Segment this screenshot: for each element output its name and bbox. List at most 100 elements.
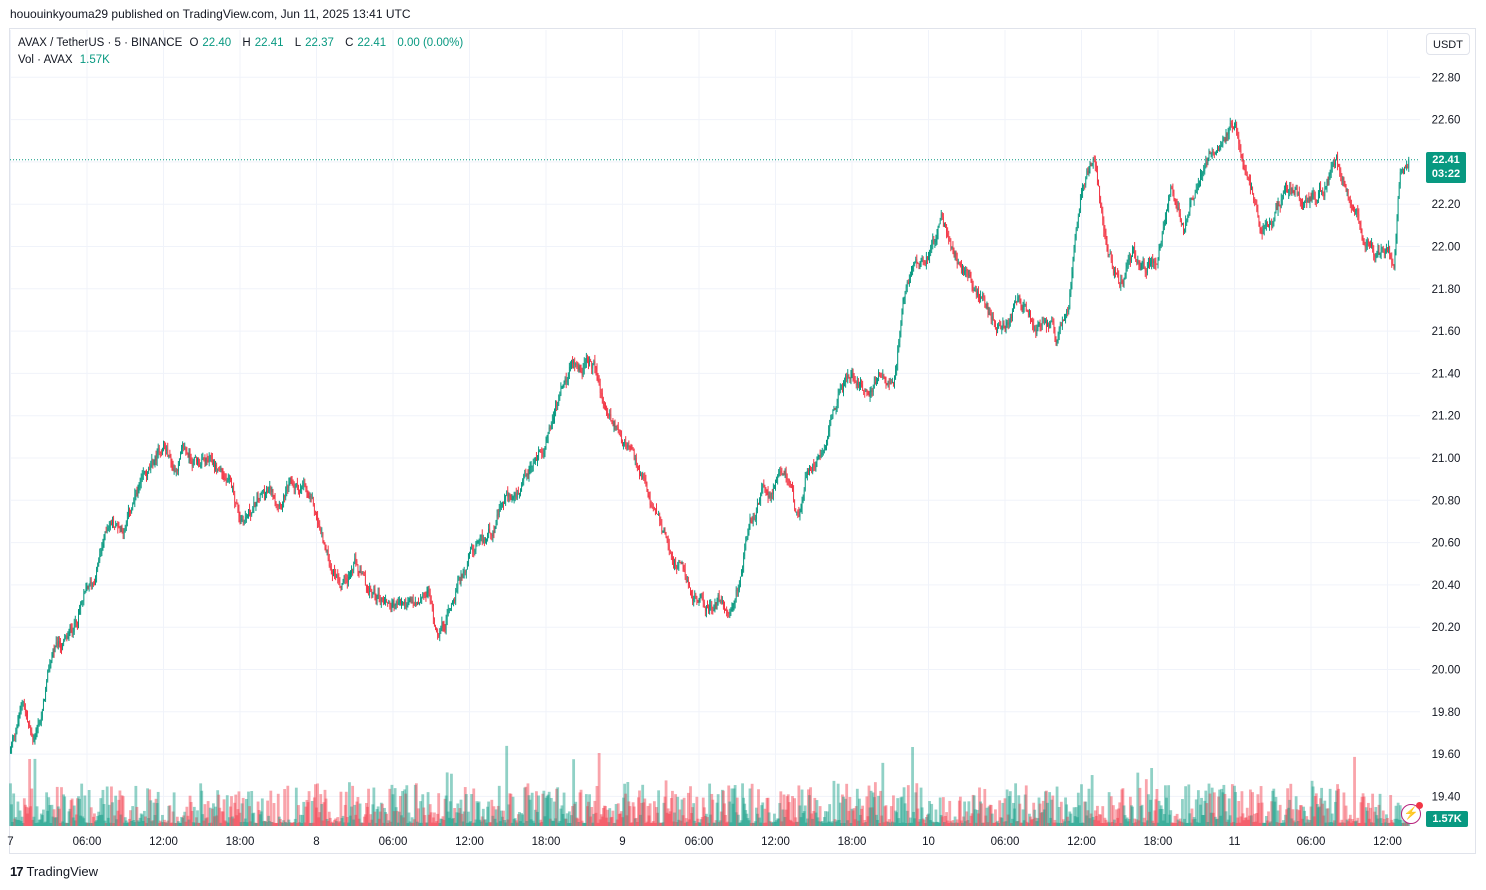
volume-bar (954, 822, 958, 826)
candle-body (1381, 247, 1383, 249)
volume-bar (206, 801, 210, 826)
volume-bar (506, 819, 510, 826)
candle-body (879, 372, 880, 376)
candle-body (1172, 189, 1174, 194)
volume-bar (492, 806, 496, 826)
high-label: H (242, 37, 251, 49)
candle-body (363, 575, 365, 576)
volume-bar (1092, 819, 1096, 826)
candle-body (73, 623, 75, 632)
tradingview-logo[interactable]: 17 TradingView (10, 864, 98, 879)
candle-body (1181, 219, 1182, 224)
volume-bar (542, 790, 546, 826)
volume-bar (1056, 822, 1060, 826)
candle-body (129, 509, 130, 512)
candle-body (757, 503, 758, 512)
candle-body (792, 484, 793, 492)
volume-bar (727, 785, 731, 826)
volume-bar (575, 817, 579, 826)
candle-body (21, 702, 23, 705)
volume-bar (981, 822, 985, 826)
volume-bar (1166, 822, 1169, 826)
volume-bar (196, 810, 199, 826)
candle-body (1359, 222, 1361, 225)
volume-bar (1317, 807, 1320, 826)
candle-body (897, 351, 899, 365)
candle-body (632, 449, 634, 451)
candle-body (974, 289, 976, 291)
volume-bar (259, 811, 263, 826)
volume-label[interactable]: Vol · AVAX (18, 54, 73, 66)
volume-bar (266, 800, 270, 826)
x-tick-label: 18:00 (532, 836, 561, 848)
volume-bar (995, 822, 998, 826)
candle-body (1177, 207, 1179, 211)
candle-body (332, 571, 333, 576)
candle-body (333, 571, 334, 576)
candle-body (438, 634, 440, 637)
lightning-icon[interactable]: ⚡ (1401, 802, 1423, 824)
ohlc-row: AVAX / TetherUS · 5 · BINANCE O 22.40 H 22… (18, 35, 467, 52)
volume-bar (502, 810, 505, 826)
volume-bar (624, 793, 628, 826)
volume-bar (1239, 816, 1243, 826)
candle-body (480, 535, 482, 538)
volume-bar (524, 786, 528, 826)
y-tick-label: 20.00 (1432, 665, 1461, 677)
candle-body (1262, 229, 1264, 234)
volume-bar (796, 821, 800, 826)
volume-bar (790, 820, 793, 826)
candle-body (456, 588, 458, 592)
candle-body (552, 420, 553, 424)
volume-bar (1128, 796, 1132, 826)
candle-body (902, 301, 904, 314)
candle-body (799, 512, 801, 517)
candle-body (1026, 311, 1028, 313)
candle-body (639, 469, 640, 477)
candle-body (481, 535, 483, 542)
candle-body (38, 723, 40, 725)
candle-body (292, 483, 294, 486)
candle-body (877, 378, 878, 383)
volume-bar (533, 809, 537, 826)
volume-bar (1329, 822, 1333, 826)
volume-bar (218, 807, 222, 826)
candle-body (343, 575, 345, 583)
volume-bar (114, 795, 118, 826)
candle-body (611, 420, 613, 425)
volume-bar (426, 792, 430, 826)
x-tick-label: 18:00 (226, 836, 255, 848)
candle-body (830, 418, 832, 426)
volume-bar (1216, 818, 1219, 826)
candle-body (372, 592, 374, 594)
candle-body (1191, 198, 1193, 200)
candle-body (22, 701, 24, 703)
candle-body (1138, 261, 1140, 267)
volume-bar (705, 813, 708, 826)
currency-button[interactable]: USDT (1426, 33, 1470, 55)
candle-body (1242, 158, 1244, 167)
publisher-line: hououinkyouma29 published on TradingView… (10, 7, 411, 21)
candle-body (1094, 160, 1096, 166)
volume-bar (1306, 819, 1310, 826)
candle-body (1101, 207, 1103, 212)
volume-bar (673, 812, 676, 826)
volume-bar (633, 818, 637, 826)
volume-bar (1006, 814, 1010, 826)
volume-bar (867, 785, 871, 826)
symbol-label[interactable]: AVAX / TetherUS · 5 · BINANCE (18, 37, 183, 49)
candle-body (919, 262, 921, 266)
candle-body (132, 504, 134, 510)
candle-body (198, 459, 199, 465)
candle-body (271, 489, 273, 492)
candle-body (940, 213, 942, 221)
volume-bar (939, 814, 943, 826)
candle-body (12, 736, 13, 743)
volume-bar (931, 821, 935, 826)
candle-body (154, 456, 156, 464)
volume-bar (1303, 810, 1307, 826)
volume-bar (1115, 809, 1118, 826)
candle-body (904, 291, 906, 299)
volume-bar (951, 820, 955, 826)
